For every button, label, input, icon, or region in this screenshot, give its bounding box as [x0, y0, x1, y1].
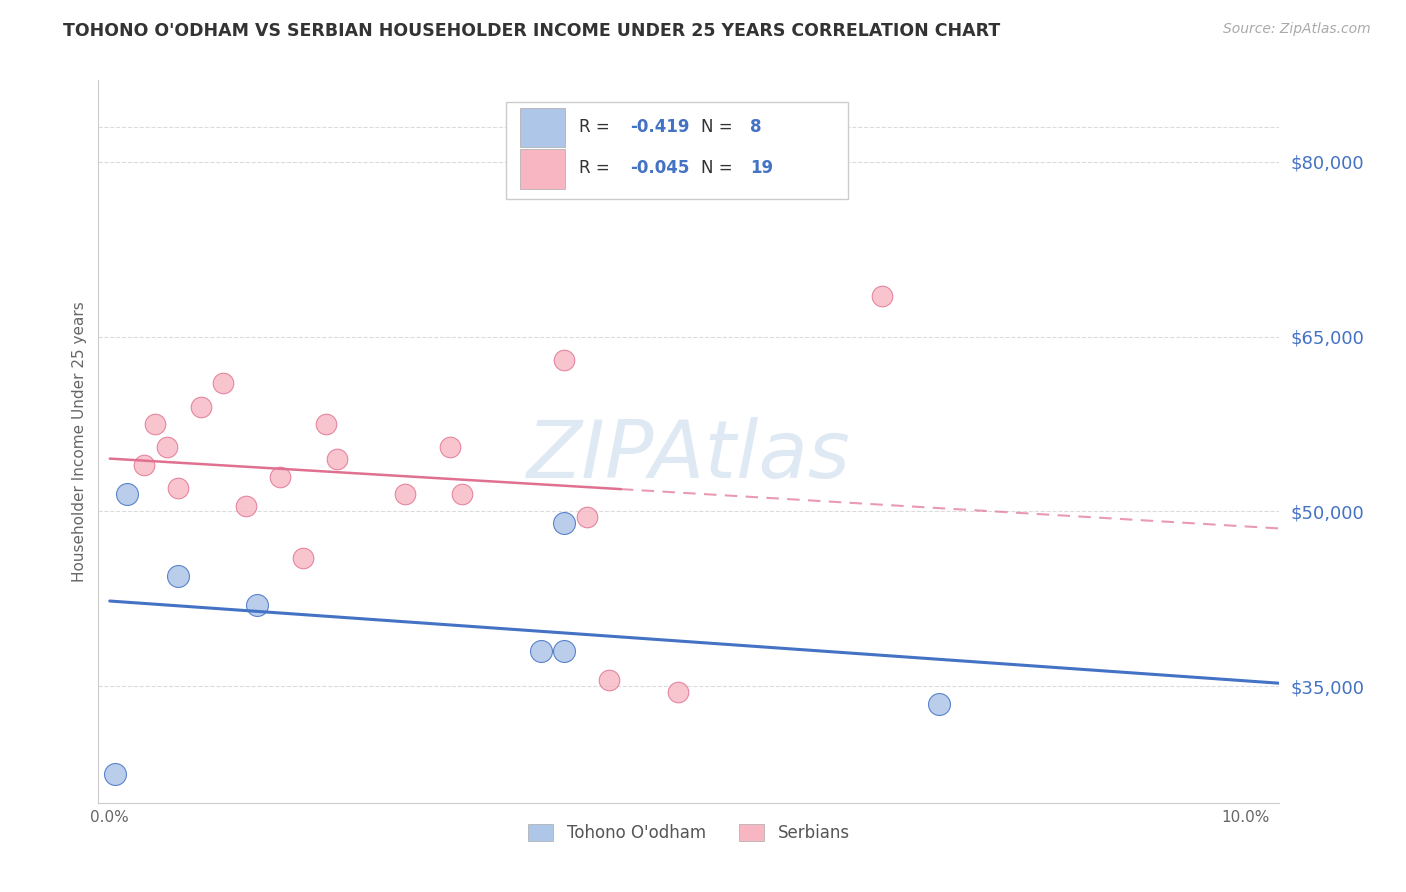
Y-axis label: Householder Income Under 25 years: Householder Income Under 25 years — [72, 301, 87, 582]
Legend: Tohono O'odham, Serbians: Tohono O'odham, Serbians — [522, 817, 856, 848]
Point — [315, 417, 337, 431]
Point — [104, 766, 127, 780]
FancyBboxPatch shape — [520, 108, 565, 147]
Point — [870, 289, 893, 303]
Point — [291, 551, 314, 566]
FancyBboxPatch shape — [506, 102, 848, 200]
Point — [553, 644, 575, 658]
Point — [235, 499, 257, 513]
Point — [394, 487, 416, 501]
Point — [530, 644, 553, 658]
FancyBboxPatch shape — [520, 149, 565, 189]
Text: -0.419: -0.419 — [630, 119, 689, 136]
Point — [666, 685, 689, 699]
Text: R =: R = — [579, 160, 614, 178]
Text: ZIPAtlas: ZIPAtlas — [527, 417, 851, 495]
Point — [553, 516, 575, 530]
Point — [269, 469, 291, 483]
Text: 8: 8 — [751, 119, 762, 136]
Point — [246, 598, 269, 612]
Point — [928, 697, 950, 711]
Text: 19: 19 — [751, 160, 773, 178]
Text: R =: R = — [579, 119, 614, 136]
Point — [439, 441, 461, 455]
Text: -0.045: -0.045 — [630, 160, 689, 178]
Point — [598, 673, 620, 688]
Point — [575, 510, 598, 524]
Text: N =: N = — [700, 119, 738, 136]
Point — [132, 458, 155, 472]
Text: Source: ZipAtlas.com: Source: ZipAtlas.com — [1223, 22, 1371, 37]
Point — [115, 487, 138, 501]
Point — [143, 417, 166, 431]
Point — [326, 452, 349, 467]
Point — [190, 400, 212, 414]
Point — [553, 353, 575, 368]
Text: N =: N = — [700, 160, 738, 178]
Point — [167, 568, 190, 582]
Text: TOHONO O'ODHAM VS SERBIAN HOUSEHOLDER INCOME UNDER 25 YEARS CORRELATION CHART: TOHONO O'ODHAM VS SERBIAN HOUSEHOLDER IN… — [63, 22, 1001, 40]
Point — [450, 487, 472, 501]
Point — [212, 376, 235, 391]
Point — [155, 441, 177, 455]
Point — [167, 481, 190, 495]
